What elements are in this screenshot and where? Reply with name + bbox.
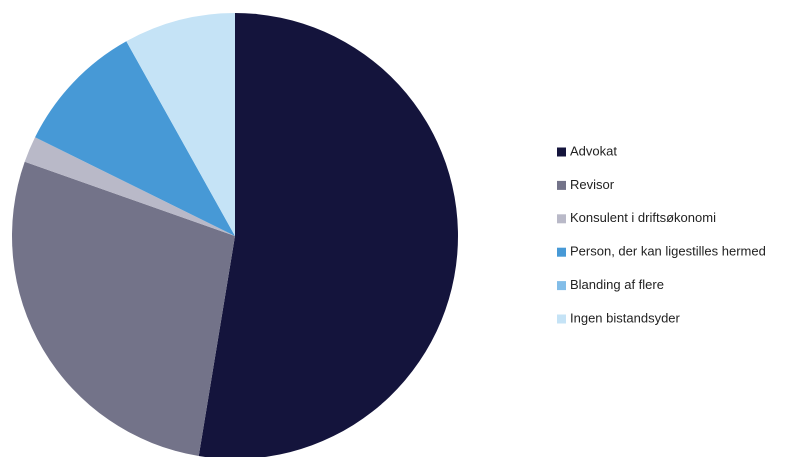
pie-slice xyxy=(198,13,458,457)
legend-swatch xyxy=(557,180,566,190)
pie-slice xyxy=(126,13,235,236)
pie-slice xyxy=(11,161,236,457)
legend-swatch xyxy=(557,214,566,224)
legend-swatch xyxy=(557,247,566,257)
pie-slice xyxy=(24,137,236,236)
legend-label: Person, der kan ligestilles hermed xyxy=(570,244,766,259)
legend-label: Blanding af flere xyxy=(570,277,664,292)
legend-swatch xyxy=(557,281,566,291)
legend-label: Advokat xyxy=(570,143,617,158)
legend-label: Revisor xyxy=(570,177,615,192)
legend-label: Konsulent i driftsøkonomi xyxy=(570,210,716,225)
legend-label: Ingen bistandsyder xyxy=(570,310,681,325)
legend-swatch xyxy=(557,314,566,324)
legend-swatch xyxy=(557,147,566,157)
pie-slice xyxy=(35,41,236,236)
